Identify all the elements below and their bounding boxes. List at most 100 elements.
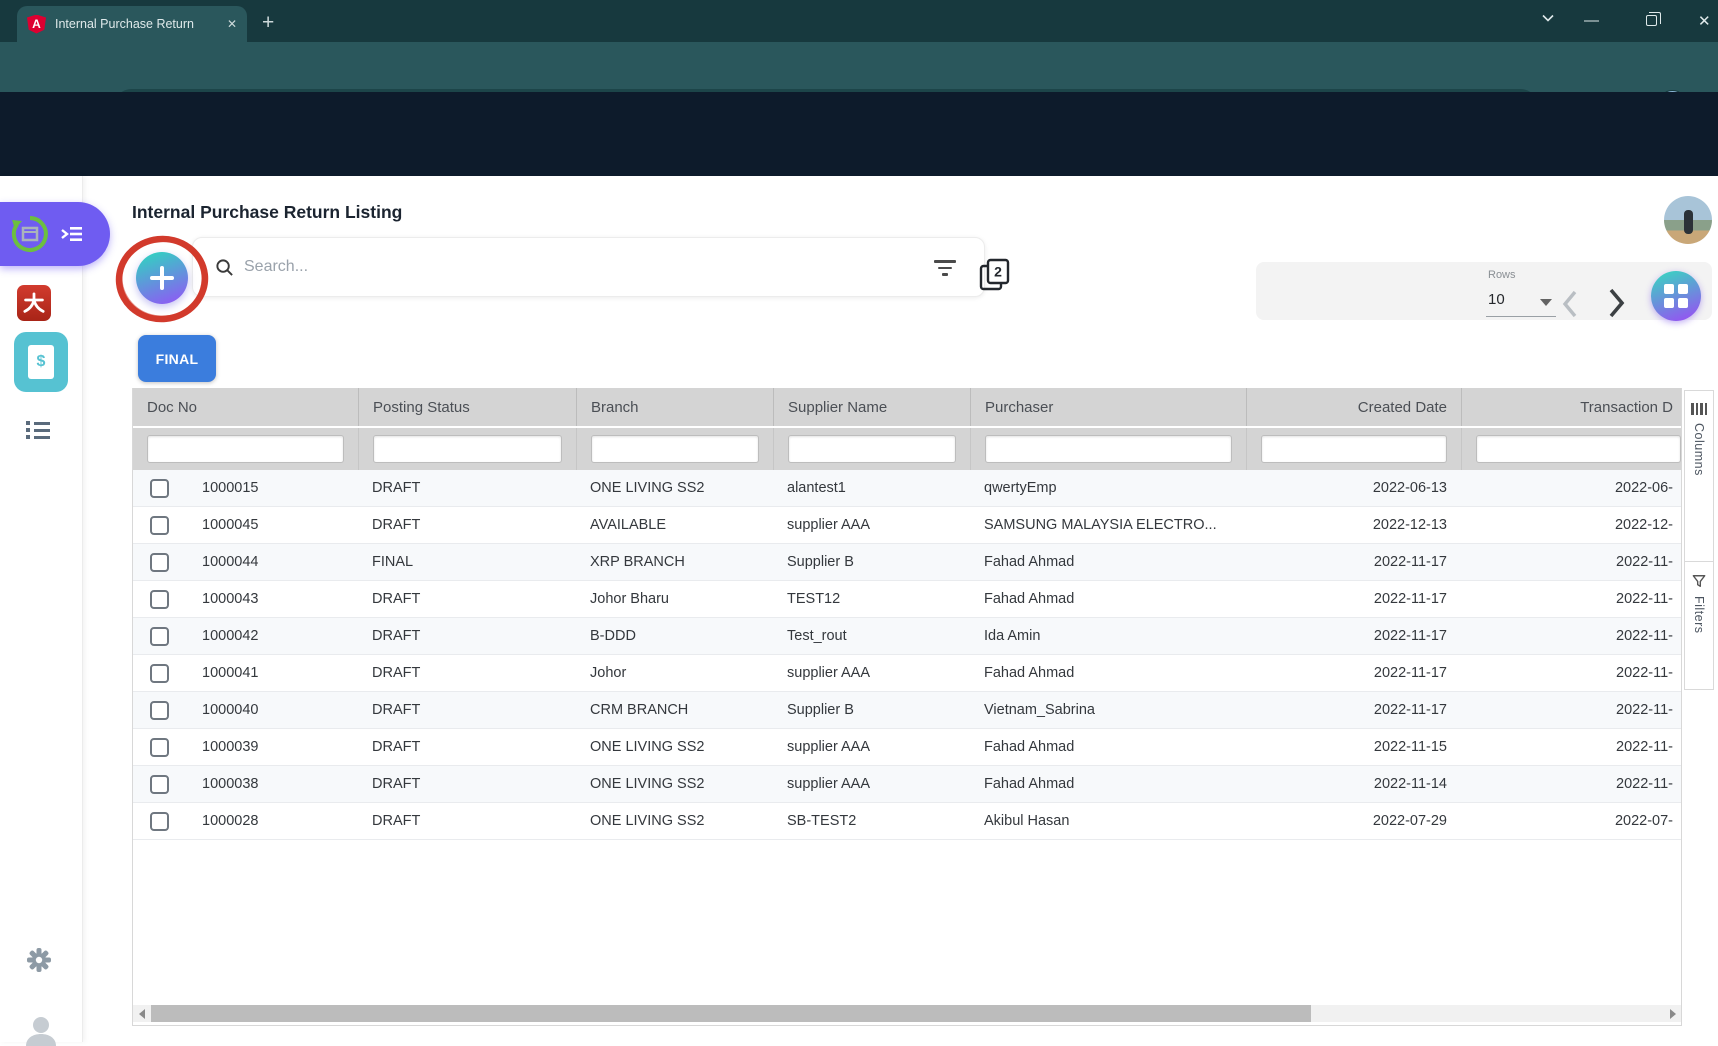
rows-label: Rows [1488,269,1516,281]
purchaser-value: Fahad Ahmad [970,766,1246,802]
scrollbar-thumb[interactable] [151,1005,1311,1022]
supplier-name-value: alantest1 [773,470,970,506]
row-checkbox[interactable] [150,590,169,609]
window-close-button[interactable]: ✕ [1698,12,1711,30]
transaction-date-value: 2022-11- [1461,766,1681,802]
column-header-branch[interactable]: Branch [576,388,773,426]
created-date-value: 2022-11-17 [1246,618,1461,654]
list-menu-icon[interactable] [26,418,50,442]
tab-filters[interactable]: Filters [1684,562,1714,690]
table-row[interactable]: 1000038 DRAFT ONE LIVING SS2 supplier AA… [133,766,1681,803]
supplier-name-value: supplier AAA [773,766,970,802]
filter-input-branch[interactable] [591,435,759,463]
table-row[interactable]: 1000040 DRAFT CRM BRANCH Supplier B Viet… [133,692,1681,729]
add-purchase-return-button[interactable] [136,252,188,304]
table-row[interactable]: 1000041 DRAFT Johor supplier AAA Fahad A… [133,655,1681,692]
column-header-created-date[interactable]: Created Date [1246,388,1461,426]
column-header-supplier-name[interactable]: Supplier Name [773,388,970,426]
new-tab-button[interactable]: + [262,10,274,36]
scroll-right-arrow[interactable] [1664,1005,1681,1022]
search-bar [192,237,985,297]
transaction-date-value: 2022-11- [1461,618,1681,654]
supplier-name-value: supplier AAA [773,655,970,691]
column-header-transaction-date[interactable]: Transaction D [1461,388,1681,426]
browser-toolbar: ← → akaun.cloud/#/applet/tnt/wavelet/erp… [0,42,1718,92]
filter-input-supplier-name[interactable] [788,435,956,463]
browser-tab[interactable]: A Internal Purchase Return ✕ [17,6,247,42]
row-checkbox[interactable] [150,812,169,831]
purchaser-value: Akibul Hasan [970,803,1246,839]
horizontal-scrollbar[interactable] [133,1005,1681,1022]
table-row[interactable]: 1000042 DRAFT B-DDD Test_rout Ida Amin 2… [133,618,1681,655]
rows-dropdown-caret-icon[interactable] [1540,299,1552,306]
doc-no-cell: 1000043 [133,581,358,617]
filter-input-transaction-date[interactable] [1476,435,1681,463]
created-date-value: 2022-11-17 [1246,581,1461,617]
applet-icon-da[interactable] [17,285,51,321]
doc-no-value: 1000041 [202,665,258,681]
filter-input-purchaser[interactable] [985,435,1232,463]
duplicate-document-button[interactable]: 2 [976,256,1014,294]
posting-status-value: FINAL [358,544,576,580]
filter-input-posting-status[interactable] [373,435,562,463]
search-input[interactable] [244,258,864,276]
branch-value: Johor Bharu [576,581,773,617]
row-checkbox[interactable] [150,553,169,572]
posting-status-value: DRAFT [358,470,576,506]
table-row[interactable]: 1000015 DRAFT ONE LIVING SS2 alantest1 q… [133,470,1681,507]
active-applet-purchase-return[interactable] [0,202,110,266]
row-checkbox[interactable] [150,701,169,720]
branch-value: AVAILABLE [576,507,773,543]
filter-funnel-icon [1692,574,1706,588]
table-row[interactable]: 1000045 DRAFT AVAILABLE supplier AAA SAM… [133,507,1681,544]
table-row[interactable]: 1000043 DRAFT Johor Bharu TEST12 Fahad A… [133,581,1681,618]
row-checkbox[interactable] [150,664,169,683]
branch-value: XRP BRANCH [576,544,773,580]
previous-page-button[interactable] [1562,290,1578,318]
filter-input-doc-no[interactable] [147,435,344,463]
row-checkbox[interactable] [150,738,169,757]
doc-no-value: 1000043 [202,591,258,607]
angular-favicon-icon: A [27,15,46,34]
grid-view-button[interactable] [1651,271,1701,321]
row-checkbox[interactable] [150,775,169,794]
tab-search-chevron-icon[interactable] [1542,14,1554,22]
created-date-value: 2022-12-13 [1246,507,1461,543]
rows-per-page-select[interactable]: 10 [1488,291,1505,308]
row-checkbox[interactable] [150,627,169,646]
filter-input-created-date[interactable] [1261,435,1447,463]
supplier-name-value: SB-TEST2 [773,803,970,839]
column-header-posting-status[interactable]: Posting Status [358,388,576,426]
purchaser-value: Fahad Ahmad [970,581,1246,617]
user-avatar[interactable] [1664,196,1712,244]
posting-status-value: DRAFT [358,803,576,839]
window-minimize-button[interactable]: — [1584,12,1599,29]
table-row[interactable]: 1000028 DRAFT ONE LIVING SS2 SB-TEST2 Ak… [133,803,1681,840]
doc-no-cell: 1000040 [133,692,358,728]
branch-value: ONE LIVING SS2 [576,803,773,839]
window-restore-button[interactable] [1646,15,1657,26]
posting-status-value: DRAFT [358,729,576,765]
search-filter-icon[interactable] [934,260,956,280]
columns-icon [1691,403,1707,415]
column-header-purchaser[interactable]: Purchaser [970,388,1246,426]
doc-no-value: 1000044 [202,554,258,570]
scroll-left-arrow[interactable] [133,1005,150,1022]
tab-columns[interactable]: Columns [1684,390,1714,562]
table-row[interactable]: 1000044 FINAL XRP BRANCH Supplier B Faha… [133,544,1681,581]
branch-value: ONE LIVING SS2 [576,729,773,765]
applet-icon-billing[interactable]: $ [14,332,68,392]
chinese-character-icon [21,290,47,316]
table-row[interactable]: 1000039 DRAFT ONE LIVING SS2 supplier AA… [133,729,1681,766]
final-status-filter-button[interactable]: FINAL [138,335,216,382]
branch-value: ONE LIVING SS2 [576,766,773,802]
settings-gear-icon[interactable] [26,947,52,973]
next-page-button[interactable] [1608,288,1625,318]
column-header-doc-no[interactable]: Doc No [133,388,358,426]
row-checkbox[interactable] [150,516,169,535]
row-checkbox[interactable] [150,479,169,498]
created-date-value: 2022-11-17 [1246,655,1461,691]
tab-close-icon[interactable]: ✕ [227,17,237,31]
supplier-name-value: Supplier B [773,544,970,580]
created-date-value: 2022-07-29 [1246,803,1461,839]
